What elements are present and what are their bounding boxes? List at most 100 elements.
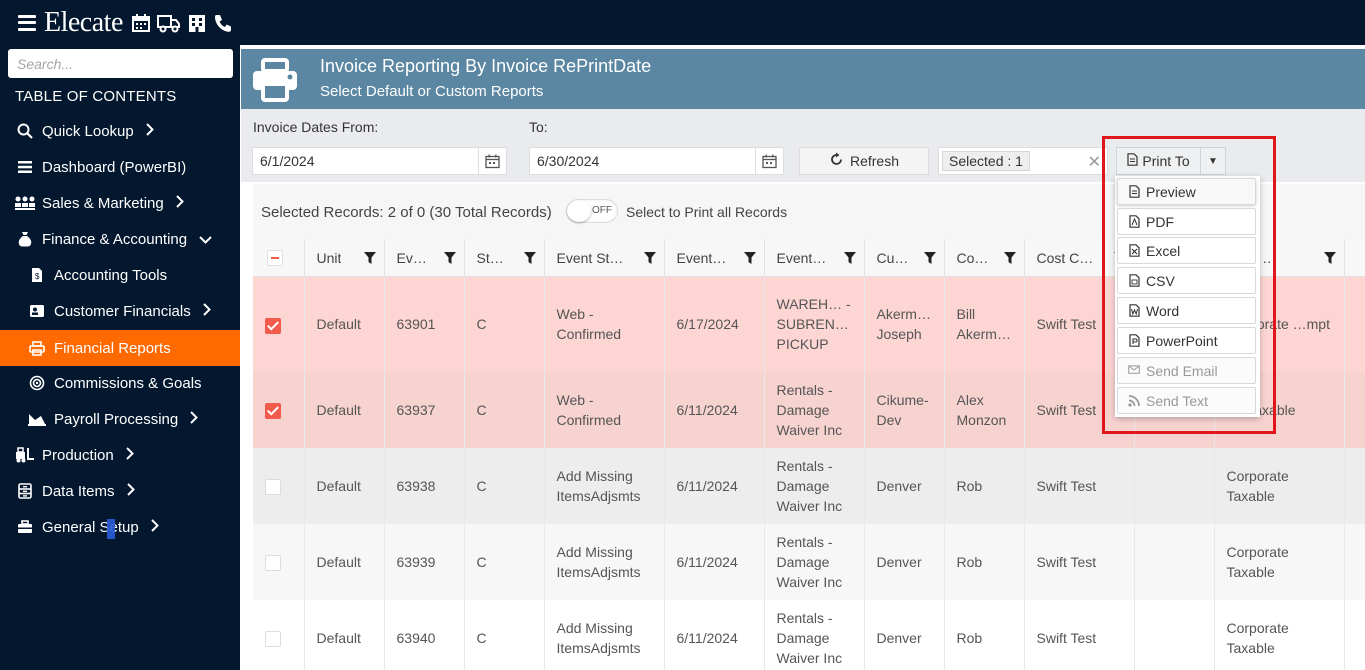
printer-icon (26, 339, 48, 357)
toggle-state: OFF (592, 205, 612, 216)
truck-icon[interactable] (156, 13, 181, 33)
print-all-toggle[interactable]: OFF (566, 199, 618, 223)
row-select-cell[interactable] (253, 276, 305, 372)
column-header[interactable]: St… (464, 239, 545, 277)
sidebar-item-production[interactable]: Production (0, 437, 240, 473)
calendar-icon[interactable] (755, 148, 783, 174)
invoice-icon: $ (26, 266, 48, 284)
column-header[interactable]: Event… (664, 239, 765, 277)
sidebar: TABLE OF CONTENTS Quick Lookup Dashboard… (0, 45, 240, 670)
date-to-input[interactable] (530, 148, 755, 174)
table-cell: 6/11/2024 (664, 448, 765, 524)
print-to-button[interactable]: Print To ▼ (1116, 147, 1226, 175)
table-row[interactable]: Default 63938 C Add Missing ItemsAdjsmts 6/1… (253, 448, 1365, 524)
filter-icon[interactable] (443, 251, 456, 267)
search-input[interactable] (8, 49, 233, 78)
selected-filter[interactable]: Selected : 1 ✕ (938, 147, 1108, 175)
row-checkbox[interactable] (265, 555, 281, 572)
table-cell: Rentals - Damage Waiver Inc (764, 448, 865, 524)
row-checkbox[interactable] (265, 317, 281, 334)
brand-logo[interactable]: Elecate (44, 6, 123, 38)
page-title: Invoice Reporting By Invoice RePrintDate (320, 56, 652, 76)
date-from-label: Invoice Dates From: (253, 119, 379, 135)
filter-icon[interactable] (363, 251, 376, 267)
row-select-cell[interactable] (253, 600, 305, 670)
filter-icon[interactable] (523, 251, 536, 267)
column-header[interactable]: Unit (304, 239, 385, 277)
sidebar-item-general-setup[interactable]: General Setup (0, 509, 240, 545)
print-option-word[interactable]: Word (1117, 297, 1256, 324)
print-option-send-email: Send Email (1117, 357, 1256, 384)
filter-icon[interactable] (643, 251, 656, 267)
chevron-right-icon (176, 194, 184, 212)
sidebar-item-label: General Setup (42, 518, 139, 536)
row-checkbox[interactable] (265, 479, 281, 496)
column-header[interactable]: Cu… (864, 239, 945, 277)
sidebar-item-financial-reports[interactable]: Financial Reports (0, 330, 240, 366)
sidebar-item-label: Accounting Tools (54, 266, 168, 284)
sidebar-item-sales-marketing[interactable]: Sales & Marketing (0, 185, 240, 221)
sidebar-item-data-items[interactable]: Data Items (0, 473, 240, 509)
row-select-cell[interactable] (253, 372, 305, 448)
column-header[interactable]: S (1344, 239, 1365, 277)
hamburger-menu-icon[interactable] (18, 14, 36, 31)
table-cell: Denver (864, 448, 945, 524)
caret-down-icon[interactable]: ▼ (1208, 155, 1218, 167)
sidebar-item-label: Customer Financials (54, 302, 191, 320)
sidebar-item-dashboard[interactable]: Dashboard (PowerBI) (0, 149, 240, 185)
sidebar-item-accounting-tools[interactable]: $ Accounting Tools (0, 257, 240, 293)
table-cell: C (464, 448, 545, 524)
contact-card-icon (26, 302, 48, 320)
table-cell: 6/11/2024 (664, 600, 765, 670)
select-all-header[interactable] (253, 239, 305, 277)
refresh-button[interactable]: Refresh (799, 147, 929, 175)
calendar-icon[interactable] (478, 148, 506, 174)
sidebar-item-label: Finance & Accounting (42, 230, 188, 248)
print-option-excel[interactable]: Excel (1117, 237, 1256, 264)
column-header[interactable]: Event… (764, 239, 865, 277)
print-to-main[interactable]: Print To (1117, 148, 1201, 174)
column-header[interactable]: Ev… (384, 239, 465, 277)
select-all-checkbox[interactable] (267, 249, 283, 266)
sidebar-item-quick-lookup[interactable]: Quick Lookup (0, 113, 240, 149)
row-select-cell[interactable] (253, 448, 305, 524)
table-row[interactable]: Default 63940 C Add Missing ItemsAdjsmts 6/1… (253, 600, 1365, 670)
sidebar-item-customer-financials[interactable]: Customer Financials (0, 293, 240, 329)
chevron-right-icon (146, 122, 154, 140)
column-header[interactable]: Co… (944, 239, 1025, 277)
row-select-cell[interactable] (253, 524, 305, 600)
filter-icon[interactable] (1323, 251, 1336, 267)
table-cell: C (464, 600, 545, 670)
document-icon (1127, 153, 1138, 169)
print-option-pdf[interactable]: PDF (1117, 208, 1256, 235)
table-cell: 63940 (384, 600, 465, 670)
chevron-right-icon (203, 302, 211, 320)
target-icon (26, 374, 48, 392)
column-header[interactable]: Event St… (544, 239, 665, 277)
filter-icon[interactable] (1003, 251, 1016, 267)
sidebar-item-commissions-goals[interactable]: Commissions & Goals (0, 365, 240, 401)
table-row[interactable]: Default 63939 C Add Missing ItemsAdjsmts 6/1… (253, 524, 1365, 600)
calendar-icon[interactable] (131, 13, 151, 33)
filter-icon[interactable] (923, 251, 936, 267)
selected-chip[interactable]: Selected : 1 (942, 151, 1030, 171)
row-checkbox[interactable] (265, 631, 281, 648)
filter-icon[interactable] (843, 251, 856, 267)
table-cell: Rentals - Damage Waiver Inc (764, 372, 865, 448)
phone-icon[interactable] (213, 13, 233, 33)
filter-icon[interactable] (743, 251, 756, 267)
sidebar-item-payroll-processing[interactable]: Payroll Processing (0, 401, 240, 437)
building-icon[interactable] (187, 13, 207, 33)
print-option-powerpoint[interactable]: PowerPoint (1117, 327, 1256, 354)
row-checkbox[interactable] (265, 403, 281, 420)
date-from-input[interactable] (253, 148, 478, 174)
filter-bar: Invoice Dates From: To: Refresh Selected… (241, 109, 1365, 182)
table-cell: Bill Akerm… (944, 276, 1025, 372)
print-option-csv[interactable]: CSV (1117, 267, 1256, 294)
clear-icon[interactable]: ✕ (1087, 154, 1101, 171)
print-option-preview[interactable]: Preview (1117, 178, 1256, 205)
table-cell: 6/17/2024 (664, 276, 765, 372)
sidebar-item-finance-accounting[interactable]: Finance & Accounting (0, 221, 240, 257)
table-cell: 63901 (384, 276, 465, 372)
table-cell: C (464, 276, 545, 372)
